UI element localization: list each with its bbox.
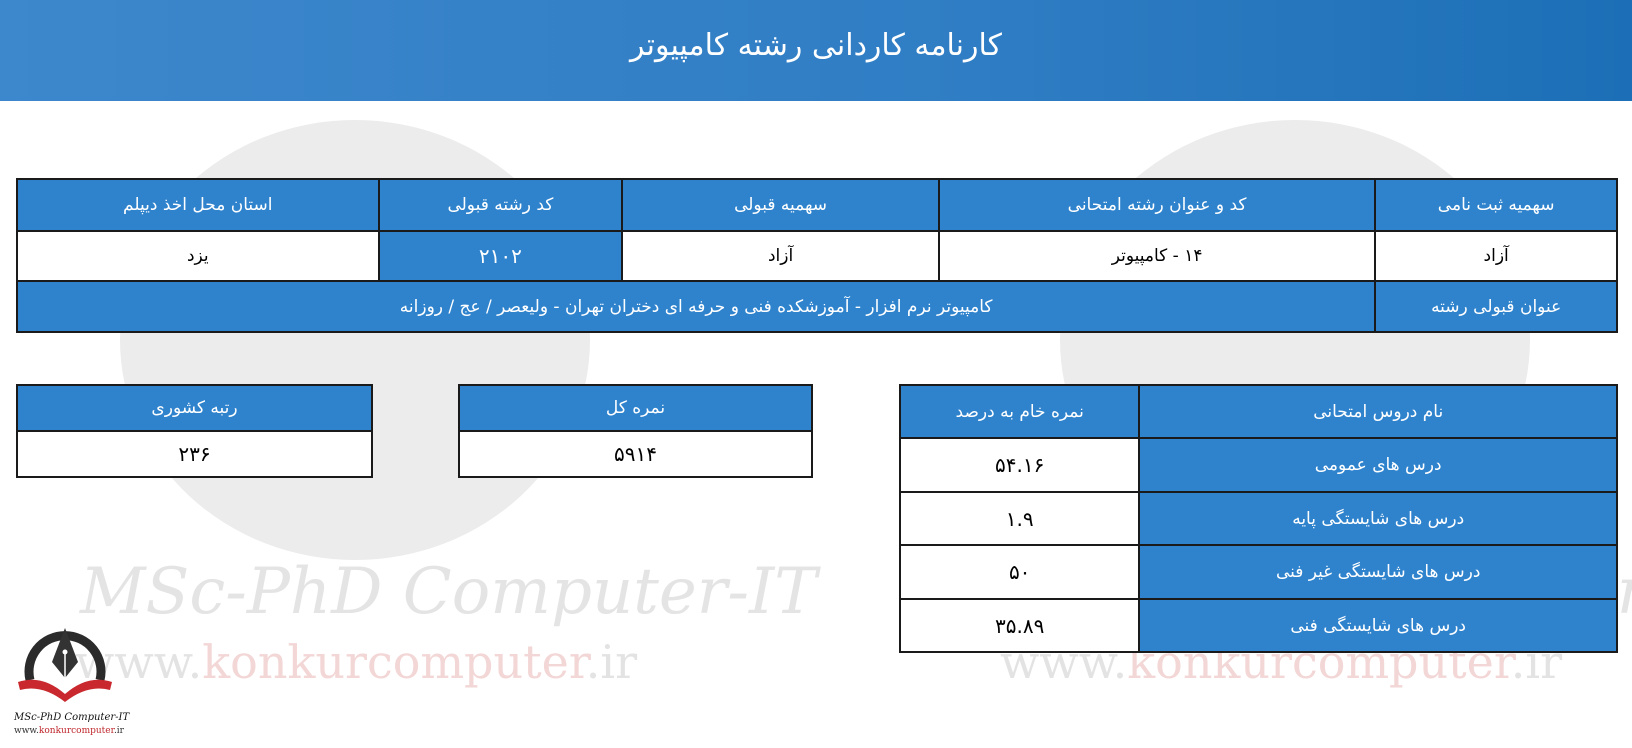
exam-field: ۱۴ - کامپیوتر bbox=[937, 230, 1377, 282]
logo-brand: MSc-PhD Computer-IT bbox=[14, 712, 130, 723]
courses-table: نام دروس امتحانی نمره خام به درصد درس ها… bbox=[898, 384, 1618, 653]
accepted-label: عنوان قبولی رشته bbox=[1374, 280, 1618, 333]
rank-label: رتبه کشوری bbox=[16, 384, 373, 432]
admission-header-row: سهمیه ثبت نامی کد و عنوان رشته امتحانی س… bbox=[16, 178, 1618, 232]
diploma-province: یزد bbox=[16, 230, 380, 282]
course-name: درس های شایستگی پایه bbox=[1138, 491, 1618, 546]
accepted-row: عنوان قبولی رشته کامپیوتر نرم افزار - آم… bbox=[15, 280, 1618, 333]
course-row: درس های شایستگی فنی ۳۵.۸۹ bbox=[898, 598, 1618, 653]
admission-value-row: آزاد ۱۴ - کامپیوتر آزاد ۲۱۰۲ یزد bbox=[16, 230, 1618, 282]
course-score: ۳۵.۸۹ bbox=[898, 598, 1141, 653]
admission-table: سهمیه ثبت نامی کد و عنوان رشته امتحانی س… bbox=[15, 178, 1618, 333]
course-name: درس های شایستگی فنی bbox=[1138, 598, 1618, 653]
watermark-brand-left: MSc-PhD Computer-IT bbox=[80, 555, 817, 629]
header-accepted-quota: سهمیه قبولی bbox=[621, 178, 940, 232]
course-name: درس های شایستگی غیر فنی bbox=[1138, 544, 1618, 600]
total-score-table: نمره کل ۵۹۱۴ bbox=[458, 384, 813, 478]
pen-book-icon bbox=[18, 628, 112, 702]
course-row: درس های عمومی ۵۴.۱۶ bbox=[898, 437, 1618, 493]
course-name: درس های عمومی bbox=[1138, 437, 1618, 493]
rank-table: رتبه کشوری ۲۳۶ bbox=[16, 384, 373, 478]
url-domain: konkurcomputer bbox=[38, 726, 114, 736]
course-row: درس های شایستگی پایه ۱.۹ bbox=[898, 491, 1618, 546]
total-score-label: نمره کل bbox=[458, 384, 813, 432]
course-score: ۵۰ bbox=[898, 544, 1141, 600]
url-prefix: www. bbox=[14, 726, 39, 736]
courses-header-row: نام دروس امتحانی نمره خام به درصد bbox=[898, 384, 1618, 439]
header-exam-field: کد و عنوان رشته امتحانی bbox=[937, 178, 1377, 232]
page-title: کارنامه کاردانی رشته کامپیوتر bbox=[630, 28, 1002, 63]
site-logo: MSc-PhD Computer-IT www.konkurcomputer.i… bbox=[10, 612, 130, 748]
watermark-url-left: www.konkurcomputer.ir bbox=[75, 635, 637, 689]
course-score: ۵۴.۱۶ bbox=[898, 437, 1141, 493]
url-suffix: .ir bbox=[113, 726, 124, 736]
header-course-name: نام دروس امتحانی bbox=[1138, 384, 1618, 439]
accepted-quota: آزاد bbox=[621, 230, 940, 282]
logo-url: www.konkurcomputer.ir bbox=[14, 726, 124, 736]
url-domain: konkurcomputer bbox=[202, 635, 586, 689]
header-diploma-province: استان محل اخذ دیپلم bbox=[16, 178, 380, 232]
header-raw-score: نمره خام به درصد bbox=[898, 384, 1141, 439]
rank-value: ۲۳۶ bbox=[16, 430, 373, 478]
header-accepted-code: کد رشته قبولی bbox=[377, 178, 624, 232]
accepted-code: ۲۱۰۲ bbox=[377, 230, 624, 282]
course-score: ۱.۹ bbox=[898, 491, 1141, 546]
page-header: کارنامه کاردانی رشته کامپیوتر bbox=[0, 0, 1632, 101]
total-score-value: ۵۹۱۴ bbox=[458, 430, 813, 478]
header-registration-quota: سهمیه ثبت نامی bbox=[1374, 178, 1618, 232]
course-row: درس های شایستگی غیر فنی ۵۰ bbox=[898, 544, 1618, 600]
registration-quota: آزاد bbox=[1374, 230, 1618, 282]
accepted-value: کامپیوتر نرم افزار - آموزشکده فنی و حرفه… bbox=[15, 280, 1377, 333]
url-suffix: .ir bbox=[585, 635, 638, 689]
